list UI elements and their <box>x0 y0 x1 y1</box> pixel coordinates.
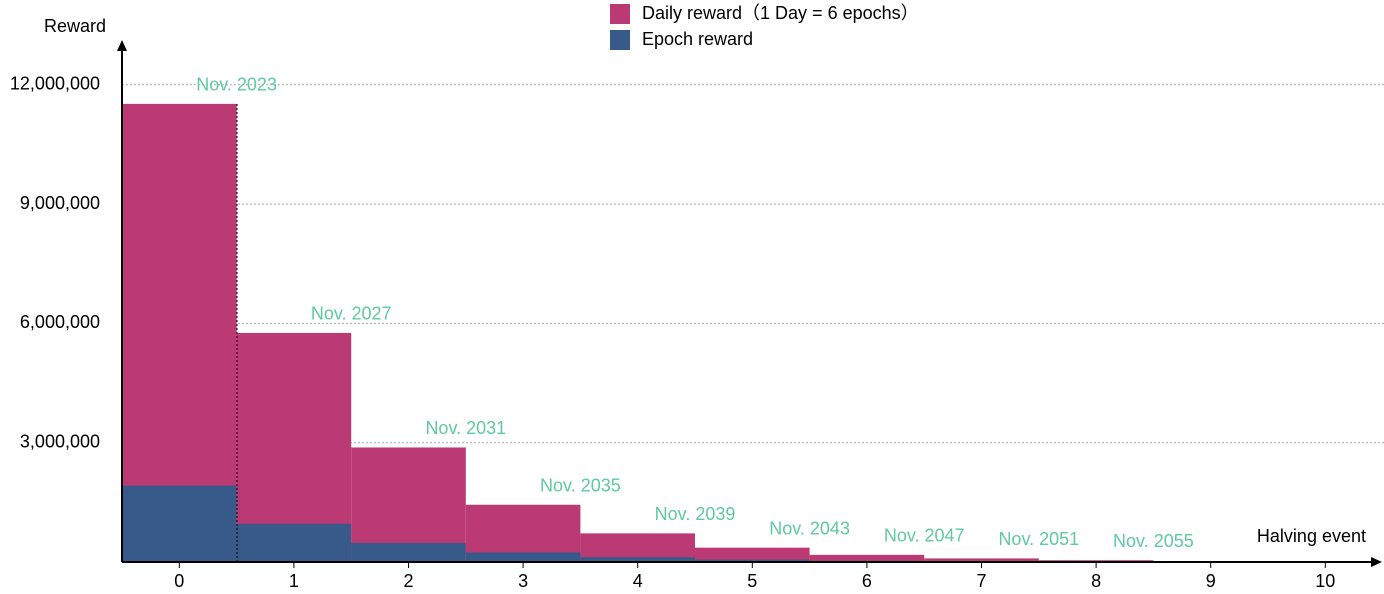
annotation: Nov. 2023 <box>196 75 277 95</box>
annotation: Nov. 2039 <box>655 504 736 524</box>
y-tick-label: 9,000,000 <box>20 193 100 213</box>
x-tick-label: 1 <box>289 571 299 591</box>
y-tick-label: 3,000,000 <box>20 431 100 451</box>
y-axis-arrow <box>117 40 127 51</box>
legend-label: Epoch reward <box>642 29 753 49</box>
annotation: Nov. 2047 <box>884 526 965 546</box>
y-tick-label: 6,000,000 <box>20 312 100 332</box>
y-tick-label: 12,000,000 <box>10 74 100 94</box>
legend-swatch <box>610 30 630 50</box>
x-tick-label: 2 <box>403 571 413 591</box>
annotation: Nov. 2027 <box>311 304 392 324</box>
bar <box>236 523 352 562</box>
x-tick-label: 9 <box>1206 571 1216 591</box>
bar <box>351 542 466 562</box>
x-tick-label: 0 <box>174 571 184 591</box>
labels-layer: 3,000,000 6,000,000 9,000,000 12,000,000 Dai… <box>10 3 1335 591</box>
bar <box>580 557 695 562</box>
bar <box>809 554 925 562</box>
legend-label: Daily reward（1 Day = 6 epochs） <box>642 3 919 23</box>
x-axis-label: Halving event <box>1257 526 1366 546</box>
x-tick-label: 3 <box>518 571 528 591</box>
x-tick-label: 10 <box>1315 571 1335 591</box>
annotation: Nov. 2031 <box>425 418 506 438</box>
annotation: Nov. 2035 <box>540 475 621 495</box>
annotation: Nov. 2055 <box>1113 531 1194 551</box>
bar <box>465 552 581 562</box>
bar <box>924 558 1039 562</box>
bar <box>695 547 810 562</box>
x-tick-label: 8 <box>1091 571 1101 591</box>
bar <box>695 559 810 562</box>
y-axis-label: Reward <box>44 16 106 36</box>
legend-swatch <box>610 4 630 24</box>
bar <box>580 533 695 562</box>
x-tick-label: 6 <box>862 571 872 591</box>
bar <box>122 485 237 562</box>
bars-layer <box>122 103 1154 562</box>
annotation: Nov. 2051 <box>998 529 1079 549</box>
x-tick-label: 5 <box>747 571 757 591</box>
x-tick-label: 4 <box>633 571 643 591</box>
annotation: Nov. 2043 <box>769 518 850 538</box>
x-tick-label: 7 <box>976 571 986 591</box>
x-axis-arrow <box>1371 557 1382 567</box>
